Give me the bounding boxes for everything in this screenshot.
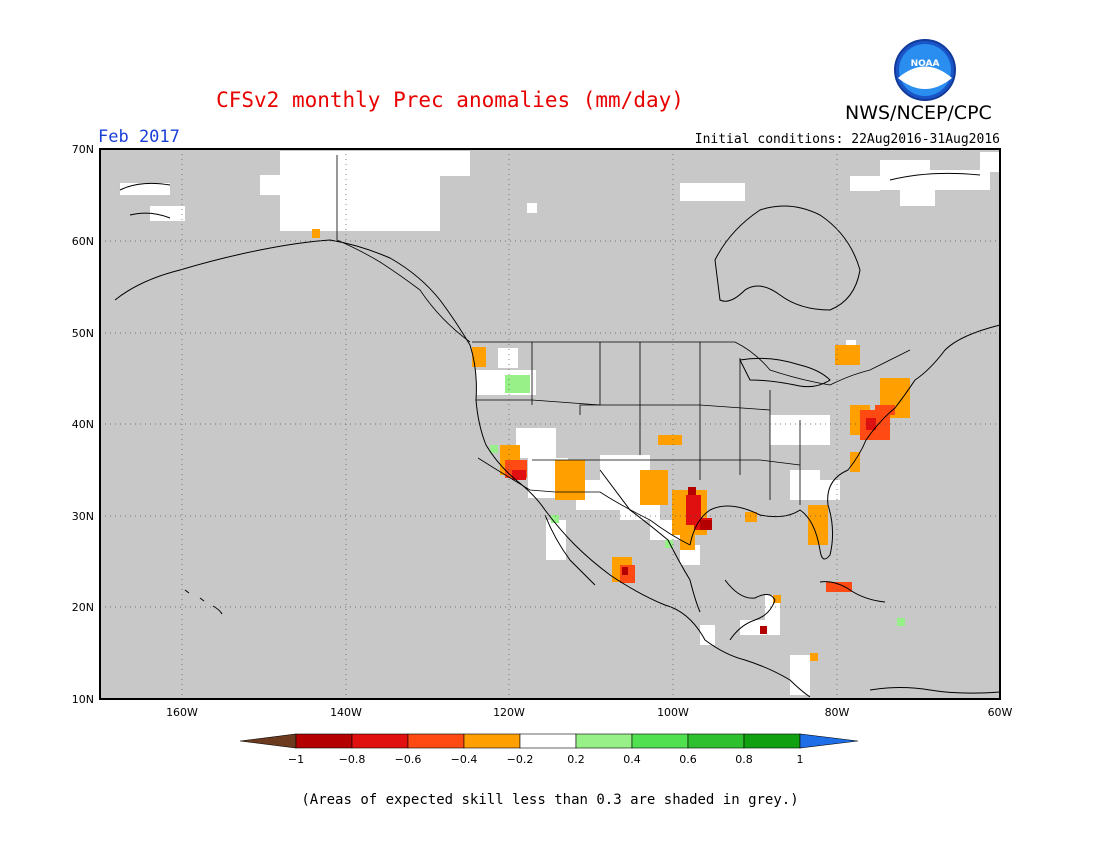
- colorbar-segment: [463, 733, 521, 749]
- colorbar-tick-label: −0.4: [451, 753, 478, 766]
- colorbar-tick-label: −1: [288, 753, 304, 766]
- colorbar-tick-label: −0.8: [339, 753, 366, 766]
- lat-label: 70N: [72, 143, 94, 156]
- colorbar-segment: [631, 733, 689, 749]
- initial-conditions: Initial conditions: 22Aug2016-31Aug2016: [694, 132, 1000, 147]
- colorbar-tick-label: 0.8: [735, 753, 753, 766]
- lon-label: 140W: [330, 706, 362, 719]
- lat-label: 30N: [72, 510, 94, 523]
- grid-lines: [100, 149, 1000, 699]
- very-strong-dry-regions: [622, 487, 767, 634]
- colorbar-tick-label: 1: [797, 753, 804, 766]
- agency-label: NWS/NCEP/CPC: [845, 102, 992, 124]
- moderate-dry-regions: [505, 405, 895, 592]
- forecast-period: Feb 2017: [98, 127, 180, 147]
- colorbar-min-arrow: [239, 733, 297, 749]
- colorbar-segment: [743, 733, 801, 749]
- lon-label: 120W: [493, 706, 525, 719]
- colorbar-tick-label: 0.4: [623, 753, 641, 766]
- colorbar-segment: [295, 733, 353, 749]
- colorbar: −1 −0.8 −0.6 −0.4 −0.2 0.2 0.4 0.6 0.8 1: [239, 733, 859, 766]
- colorbar-segment: [519, 733, 577, 749]
- lon-label: 60W: [988, 706, 1013, 719]
- colorbar-tick-label: 0.2: [567, 753, 585, 766]
- lon-label: 80W: [825, 706, 850, 719]
- political-borders: [336, 155, 911, 546]
- colorbar-segment: [351, 733, 409, 749]
- colorbar-segment: [575, 733, 633, 749]
- colorbar-tick-label: −0.2: [507, 753, 534, 766]
- colorbar-max-arrow: [799, 733, 859, 749]
- coastlines: [114, 172, 1001, 698]
- noaa-logo: NOAA: [894, 39, 956, 101]
- longitude-labels: 160W 140W 120W 100W 80W 60W: [166, 706, 1012, 719]
- map-frame: [99, 148, 1001, 700]
- map-panel: [99, 148, 1001, 700]
- lat-label: 20N: [72, 601, 94, 614]
- map-title: CFSv2 monthly Prec anomalies (mm/day): [216, 88, 684, 112]
- lon-label: 160W: [166, 706, 198, 719]
- colorbar-segment: [407, 733, 465, 749]
- lon-label: 100W: [657, 706, 689, 719]
- noaa-logo-text: NOAA: [911, 59, 940, 69]
- lat-label: 40N: [72, 418, 94, 431]
- lat-label: 10N: [72, 693, 94, 706]
- colorbar-segment: [687, 733, 745, 749]
- lat-label: 60N: [72, 235, 94, 248]
- lat-label: 50N: [72, 327, 94, 340]
- skill-caption: (Areas of expected skill less than 0.3 a…: [301, 792, 799, 808]
- latitude-labels: 70N 60N 50N 40N 30N 20N 10N: [72, 143, 94, 706]
- colorbar-tick-label: −0.6: [395, 753, 422, 766]
- wet-anomaly-regions: [490, 375, 905, 626]
- colorbar-tick-label: 0.6: [679, 753, 697, 766]
